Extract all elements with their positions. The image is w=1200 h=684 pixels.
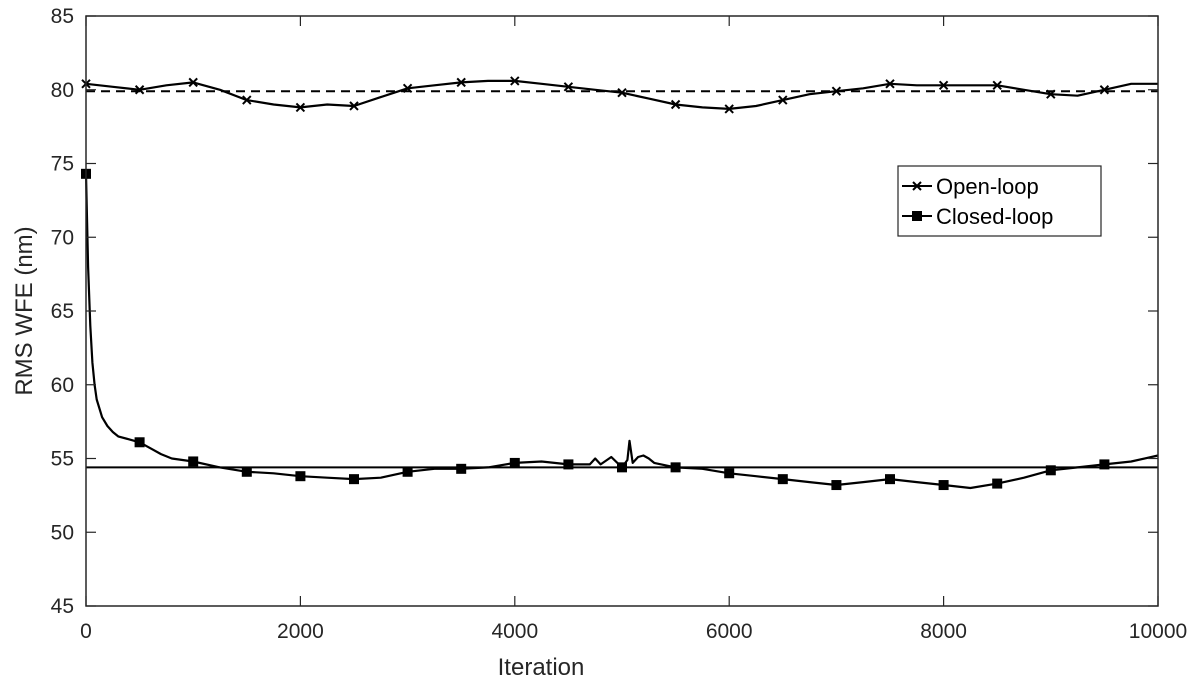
data-point-closed-loop <box>241 466 252 477</box>
data-point-closed-loop <box>509 457 520 468</box>
y-axis-title: RMS WFE (nm) <box>11 226 38 395</box>
legend: Open-loop Closed-loop <box>897 165 1102 237</box>
reference-lines <box>86 90 1158 469</box>
data-point-closed-loop <box>402 466 413 477</box>
y-tick-label: 60 <box>51 374 74 397</box>
data-point-closed-loop <box>777 474 788 485</box>
legend-box <box>897 165 1102 237</box>
y-tick-label: 50 <box>51 521 74 544</box>
y-tick-label: 65 <box>51 300 74 323</box>
data-point-closed-loop <box>724 468 735 479</box>
data-point-closed-loop <box>831 480 842 491</box>
axis-ticks <box>85 15 1159 607</box>
legend-label-open-loop: Open-loop <box>936 174 1039 199</box>
data-point-closed-loop <box>134 437 145 448</box>
data-point-open-loop <box>188 77 198 88</box>
plot-frame <box>85 15 1159 607</box>
x-tick-label: 2000 <box>277 620 324 643</box>
data-point-open-loop <box>778 95 788 105</box>
data-point-open-loop <box>349 101 359 111</box>
x-tick-label: 6000 <box>706 620 753 643</box>
data-point-closed-loop <box>670 462 681 473</box>
data-point-open-loop <box>242 95 252 105</box>
data-point-closed-loop <box>992 478 1003 489</box>
y-tick-label: 85 <box>51 5 74 28</box>
legend-item-closed-loop: Closed-loop <box>902 204 1053 229</box>
y-tick-label: 80 <box>51 79 74 102</box>
tick-labels: 0 2000 4000 6000 8000 10000 45 50 55 60 65 70 75 80 85 <box>51 5 1188 643</box>
data-point-open-loop <box>831 86 842 96</box>
series-layer <box>81 76 1159 491</box>
x-tick-label: 0 <box>80 620 92 643</box>
y-tick-label: 70 <box>51 226 74 249</box>
data-point-open-loop <box>402 83 413 93</box>
data-point-closed-loop <box>617 462 627 473</box>
legend-marker-square-icon <box>912 211 922 221</box>
data-point-open-loop <box>510 76 520 86</box>
data-point-open-loop <box>992 80 1002 91</box>
data-point-open-loop <box>885 79 895 89</box>
data-point-open-loop <box>456 77 466 88</box>
y-tick-label: 45 <box>51 595 74 618</box>
x-tick-label: 8000 <box>920 620 967 643</box>
data-point-open-loop <box>724 104 734 114</box>
data-point-open-loop <box>938 80 949 91</box>
y-tick-label: 75 <box>51 153 74 176</box>
x-tick-label: 4000 <box>491 620 538 643</box>
x-axis-title: Iteration <box>498 654 585 681</box>
data-point-closed-loop <box>885 474 895 485</box>
legend-marker-x-icon <box>912 181 922 191</box>
data-point-open-loop <box>670 99 681 110</box>
data-point-open-loop <box>1099 85 1110 95</box>
data-point-closed-loop <box>1045 465 1056 476</box>
data-point-open-loop <box>1046 89 1056 99</box>
data-point-closed-loop <box>188 456 199 467</box>
data-point-closed-loop <box>1099 459 1110 470</box>
y-tick-label: 55 <box>51 448 74 471</box>
data-point-closed-loop <box>456 463 467 474</box>
legend-label-closed-loop: Closed-loop <box>936 204 1053 229</box>
legend-item-open-loop: Open-loop <box>902 174 1039 199</box>
data-point-open-loop <box>563 82 574 92</box>
data-point-closed-loop <box>295 471 306 482</box>
x-tick-label: 10000 <box>1129 620 1187 643</box>
data-point-open-loop <box>617 87 627 98</box>
data-point-open-loop <box>134 85 145 95</box>
data-point-closed-loop <box>563 459 574 470</box>
data-point-closed-loop <box>349 474 359 485</box>
data-point-closed-loop <box>938 480 949 491</box>
data-point-open-loop <box>295 102 306 113</box>
